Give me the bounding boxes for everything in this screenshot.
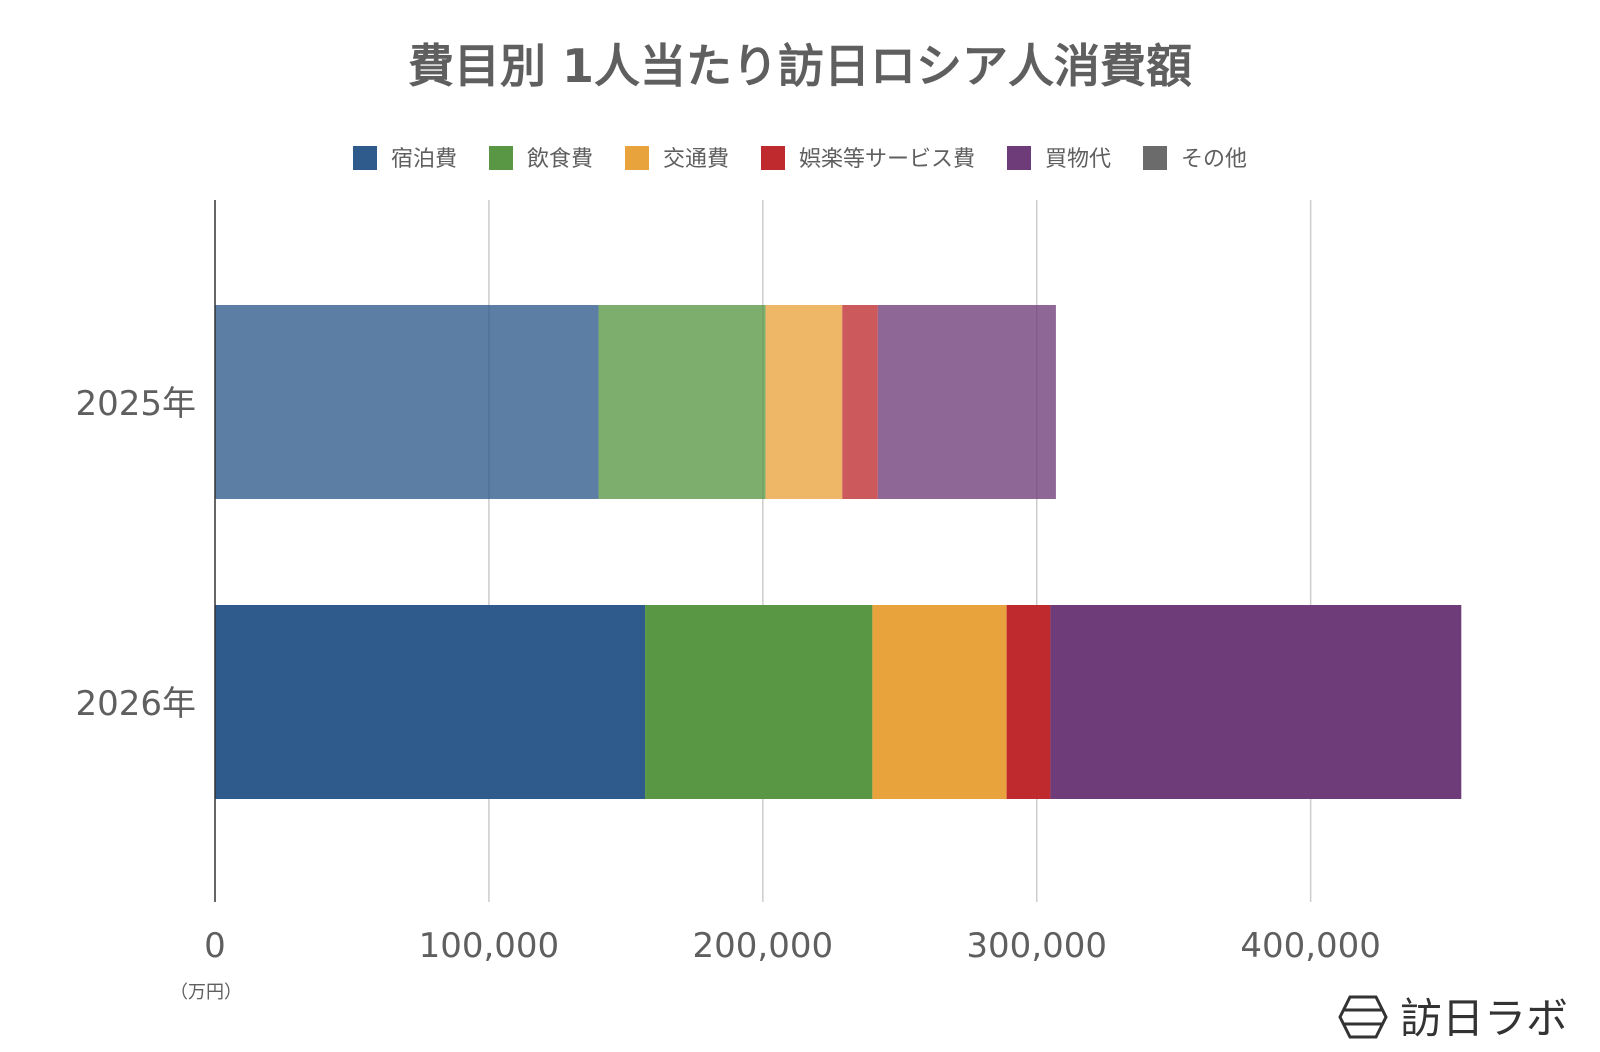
- legend-item-買物代: 買物代: [1007, 146, 1111, 172]
- legend-label-宿泊費: 宿泊費: [391, 147, 457, 172]
- legend-label-その他: その他: [1181, 147, 1247, 172]
- bar-2025年-飲食費: [598, 305, 766, 499]
- y-axis-labels: 2025年 2026年: [75, 384, 196, 724]
- bar-2025年-買物代: [877, 305, 1056, 499]
- legend-item-飲食費: 飲食費: [489, 146, 593, 172]
- legend-label-娯楽等サービス費: 娯楽等サービス費: [799, 147, 975, 172]
- y-tick-label-2026年: 2026年: [75, 684, 196, 724]
- x-axis-labels: 0 100,000 200,000 300,000 400,000: [204, 926, 1381, 966]
- legend-swatch-宿泊費: [353, 146, 377, 170]
- legend: 宿泊費 飲食費 交通費 娯楽等サービス費 買物代 その他: [353, 146, 1247, 172]
- legend-item-娯楽等サービス費: 娯楽等サービス費: [761, 146, 975, 172]
- bar-2025年-娯楽等サービス費: [842, 305, 878, 499]
- bar-2025年-宿泊費: [215, 305, 599, 499]
- legend-item-交通費: 交通費: [625, 146, 729, 172]
- x-tick-label-2: 200,000: [693, 926, 834, 966]
- x-tick-label-3: 300,000: [966, 926, 1107, 966]
- bar-2026年-飲食費: [645, 605, 873, 799]
- hexagon-logo-icon: [1338, 995, 1388, 1039]
- legend-item-宿泊費: 宿泊費: [353, 146, 457, 172]
- legend-label-交通費: 交通費: [663, 147, 729, 172]
- bar-2026年-交通費: [872, 605, 1007, 799]
- legend-swatch-交通費: [625, 146, 649, 170]
- legend-swatch-その他: [1143, 146, 1167, 170]
- legend-item-その他: その他: [1143, 146, 1247, 172]
- y-tick-label-2025年: 2025年: [75, 384, 196, 424]
- legend-label-買物代: 買物代: [1045, 147, 1111, 172]
- x-tick-label-1: 100,000: [419, 926, 560, 966]
- x-tick-label-0: 0: [204, 926, 226, 966]
- bar-2026年-宿泊費: [215, 605, 646, 799]
- brand-logo: 訪日ラボ: [1338, 994, 1568, 1043]
- legend-swatch-買物代: [1007, 146, 1031, 170]
- legend-label-飲食費: 飲食費: [527, 147, 593, 172]
- bar-2025年-交通費: [765, 305, 843, 499]
- chart-title: 費目別 1人当たり訪日ロシア人消費額: [408, 39, 1192, 93]
- bars: [215, 305, 1462, 799]
- brand-logo-text: 訪日ラボ: [1400, 994, 1568, 1043]
- legend-swatch-娯楽等サービス費: [761, 146, 785, 170]
- legend-swatch-飲食費: [489, 146, 513, 170]
- bar-2026年-買物代: [1050, 605, 1462, 799]
- x-tick-label-4: 400,000: [1240, 926, 1381, 966]
- bar-2026年-娯楽等サービス費: [1006, 605, 1051, 799]
- x-axis-unit-label: （万円）: [170, 982, 242, 1003]
